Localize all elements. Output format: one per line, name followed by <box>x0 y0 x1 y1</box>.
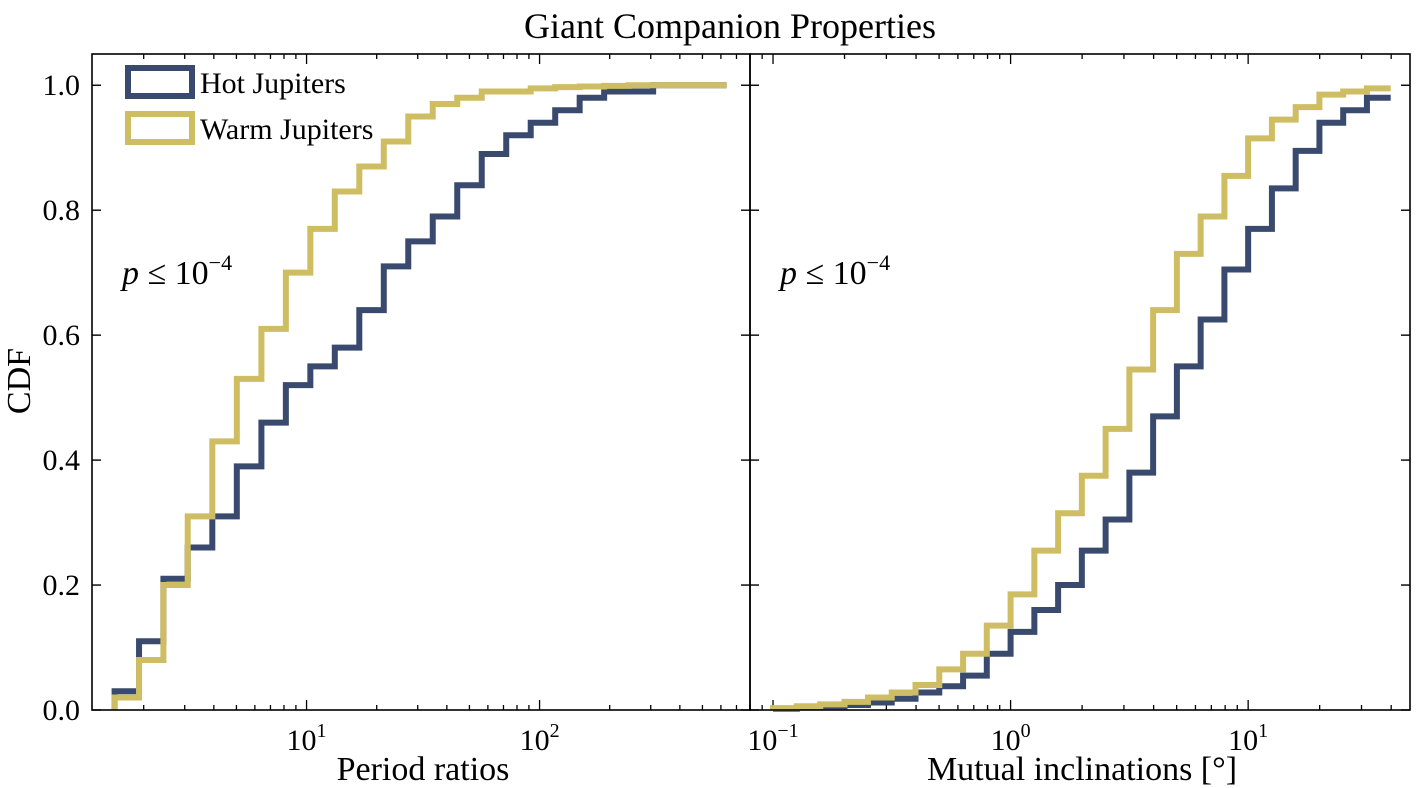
pvalue-symbol: p <box>778 255 797 292</box>
mutual-inclination-panel: 10−1 100 101 Mutual inclinations [°] p ≤ 1… <box>747 53 1411 788</box>
period-ratio-series <box>111 82 727 710</box>
x-tick-label: 100 <box>991 720 1031 757</box>
series-line-warm-jupiters <box>111 82 727 710</box>
y-tick-label: 1.0 <box>43 69 81 102</box>
x-tick-label: 101 <box>1228 720 1268 757</box>
series-line-hot-jupiters <box>770 94 1391 712</box>
series-line-warm-jupiters <box>770 85 1391 712</box>
y-axis-label: CDF <box>1 348 38 414</box>
period-ratio-axes-frame <box>91 53 751 711</box>
pvalue-exponent: −4 <box>209 250 232 275</box>
pvalue-symbol: p <box>120 255 139 292</box>
period-ratio-x-label: Period ratios <box>337 751 510 788</box>
legend-label-warm-jupiters: Warm Jupiters <box>200 113 373 146</box>
figure-title: Giant Companion Properties <box>524 6 936 46</box>
mutual-inclination-series <box>770 85 1391 712</box>
y-tick-label: 0.0 <box>43 694 81 727</box>
y-tick-label: 0.4 <box>43 444 81 477</box>
period-ratio-ticks: 0.0 0.2 0.4 0.6 0.8 1.0 101 102 <box>43 54 751 757</box>
mutual-inclination-ticks: 10−1 100 101 <box>747 54 1410 757</box>
pvalue-exponent: −4 <box>867 250 890 275</box>
period-ratio-panel: 0.0 0.2 0.4 0.6 0.8 1.0 101 102 Period ratios p… <box>43 53 751 788</box>
series-line-hot-jupiters <box>111 82 727 710</box>
pvalue-op: ≤ 10 <box>139 255 209 292</box>
x-tick-label: 102 <box>520 720 560 757</box>
legend-swatch-warm-jupiters <box>125 111 195 145</box>
x-tick-label: 10−1 <box>747 720 798 757</box>
pvalue-op: ≤ 10 <box>797 255 867 292</box>
y-tick-label: 0.6 <box>43 319 81 352</box>
y-tick-label: 0.8 <box>43 194 81 227</box>
legend-label-hot-jupiters: Hot Jupiters <box>200 67 346 100</box>
legend-swatch-hot-jupiters <box>125 65 195 99</box>
mutual-inclination-x-label: Mutual inclinations [°] <box>927 751 1237 788</box>
mutual-inclination-axes-frame <box>749 53 1411 711</box>
legend: Hot Jupiters Warm Jupiters <box>125 65 373 146</box>
mutual-inclination-pvalue: p ≤ 10−4 <box>778 250 890 292</box>
y-tick-label: 0.2 <box>43 569 81 602</box>
period-ratio-pvalue: p ≤ 10−4 <box>120 250 232 292</box>
x-tick-label: 101 <box>287 720 327 757</box>
